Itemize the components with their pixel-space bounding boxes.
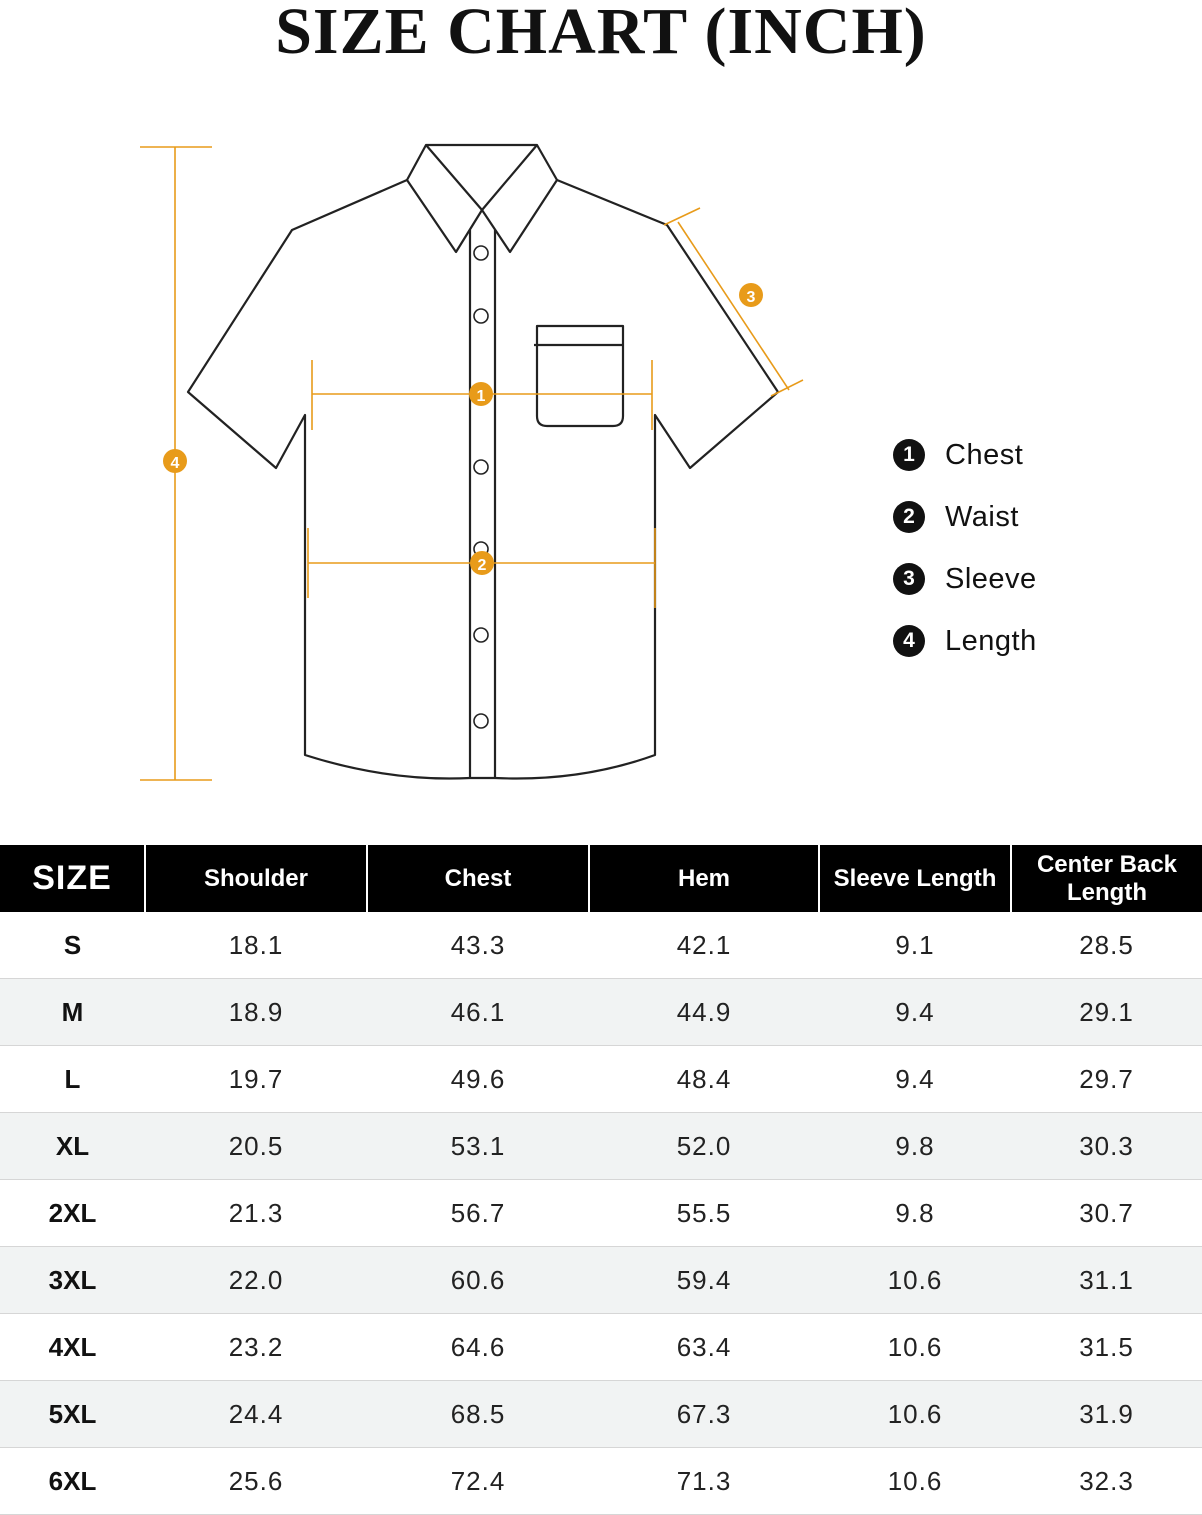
header-center-back-length: Center Back Length bbox=[1010, 845, 1202, 912]
number-3-icon: 3 bbox=[893, 563, 925, 595]
chest-cell: 53.1 bbox=[367, 1112, 589, 1180]
sleeve-length-cell: 10.6 bbox=[819, 1380, 1011, 1448]
table-row: L 19.7 49.6 48.4 9.4 29.7 bbox=[0, 1045, 1202, 1113]
chest-cell: 60.6 bbox=[367, 1246, 589, 1314]
sleeve-length-cell: 9.8 bbox=[819, 1112, 1011, 1180]
marker-3-icon: 3 bbox=[739, 283, 763, 307]
svg-text:3: 3 bbox=[747, 289, 756, 306]
marker-4-icon: 4 bbox=[163, 449, 187, 473]
header-sleeve-length: Sleeve Length bbox=[818, 845, 1011, 912]
shoulder-cell: 22.0 bbox=[145, 1246, 367, 1314]
chest-cell: 72.4 bbox=[367, 1447, 589, 1515]
marker-1-icon: 1 bbox=[469, 382, 493, 406]
center-back-length-cell: 30.3 bbox=[1011, 1112, 1202, 1180]
shoulder-cell: 18.9 bbox=[145, 978, 367, 1046]
chest-cell: 64.6 bbox=[367, 1313, 589, 1381]
size-cell: 6XL bbox=[0, 1447, 145, 1515]
buttons bbox=[473, 245, 489, 729]
table-row: 3XL 22.0 60.6 59.4 10.6 31.1 bbox=[0, 1246, 1202, 1314]
measure-lines bbox=[140, 146, 804, 781]
legend-label: Waist bbox=[945, 500, 1019, 533]
hem-cell: 63.4 bbox=[589, 1313, 819, 1381]
center-back-length-cell: 29.1 bbox=[1011, 978, 1202, 1046]
table-row: 6XL 25.6 72.4 71.3 10.6 32.3 bbox=[0, 1447, 1202, 1515]
chest-cell: 46.1 bbox=[367, 978, 589, 1046]
table-header-row: SIZE Shoulder Chest Hem Sleeve Length Ce… bbox=[0, 845, 1202, 912]
legend-item-length: 4 Length bbox=[893, 610, 1037, 672]
size-table: SIZE Shoulder Chest Hem Sleeve Length Ce… bbox=[0, 845, 1202, 1515]
size-cell: 5XL bbox=[0, 1380, 145, 1448]
hem-cell: 48.4 bbox=[589, 1045, 819, 1113]
hem-cell: 44.9 bbox=[589, 978, 819, 1046]
page-title: SIZE CHART (INCH) bbox=[275, 0, 927, 68]
center-back-length-cell: 29.7 bbox=[1011, 1045, 1202, 1113]
svg-text:1: 1 bbox=[477, 388, 486, 405]
number-4-icon: 4 bbox=[893, 625, 925, 657]
size-cell: M bbox=[0, 978, 145, 1046]
shoulder-cell: 24.4 bbox=[145, 1380, 367, 1448]
size-cell: 2XL bbox=[0, 1179, 145, 1247]
header-size: SIZE bbox=[0, 845, 145, 912]
center-back-length-cell: 32.3 bbox=[1011, 1447, 1202, 1515]
table-row: S 18.1 43.3 42.1 9.1 28.5 bbox=[0, 912, 1202, 979]
size-cell: XL bbox=[0, 1112, 145, 1180]
table-row: 2XL 21.3 56.7 55.5 9.8 30.7 bbox=[0, 1179, 1202, 1247]
chest-cell: 49.6 bbox=[367, 1045, 589, 1113]
legend-label: Chest bbox=[945, 438, 1024, 471]
hem-cell: 52.0 bbox=[589, 1112, 819, 1180]
legend-item-chest: 1 Chest bbox=[893, 424, 1037, 486]
chest-cell: 43.3 bbox=[367, 912, 589, 979]
hem-cell: 42.1 bbox=[589, 912, 819, 979]
shoulder-cell: 18.1 bbox=[145, 912, 367, 979]
hem-cell: 59.4 bbox=[589, 1246, 819, 1314]
sleeve-length-cell: 9.8 bbox=[819, 1179, 1011, 1247]
size-cell: L bbox=[0, 1045, 145, 1113]
measurement-legend: 1 Chest 2 Waist 3 Sleeve 4 Length bbox=[893, 424, 1037, 672]
hem-cell: 67.3 bbox=[589, 1380, 819, 1448]
sleeve-length-cell: 9.1 bbox=[819, 912, 1011, 979]
legend-item-sleeve: 3 Sleeve bbox=[893, 548, 1037, 610]
shirt-outline bbox=[186, 143, 780, 780]
shoulder-cell: 21.3 bbox=[145, 1179, 367, 1247]
svg-text:2: 2 bbox=[478, 557, 487, 574]
center-back-length-cell: 31.1 bbox=[1011, 1246, 1202, 1314]
center-back-length-cell: 31.5 bbox=[1011, 1313, 1202, 1381]
shoulder-cell: 19.7 bbox=[145, 1045, 367, 1113]
legend-label: Length bbox=[945, 624, 1037, 657]
sleeve-length-cell: 10.6 bbox=[819, 1313, 1011, 1381]
svg-text:4: 4 bbox=[171, 455, 180, 472]
table-row: 4XL 23.2 64.6 63.4 10.6 31.5 bbox=[0, 1313, 1202, 1381]
header-shoulder: Shoulder bbox=[144, 845, 367, 912]
header-chest: Chest bbox=[366, 845, 589, 912]
center-back-length-cell: 31.9 bbox=[1011, 1380, 1202, 1448]
header-hem: Hem bbox=[588, 845, 819, 912]
sleeve-length-cell: 10.6 bbox=[819, 1447, 1011, 1515]
shoulder-cell: 25.6 bbox=[145, 1447, 367, 1515]
number-2-icon: 2 bbox=[893, 501, 925, 533]
table-row: M 18.9 46.1 44.9 9.4 29.1 bbox=[0, 978, 1202, 1046]
hem-cell: 55.5 bbox=[589, 1179, 819, 1247]
sleeve-length-cell: 9.4 bbox=[819, 978, 1011, 1046]
chest-cell: 68.5 bbox=[367, 1380, 589, 1448]
center-back-length-cell: 30.7 bbox=[1011, 1179, 1202, 1247]
hem-cell: 71.3 bbox=[589, 1447, 819, 1515]
size-cell: S bbox=[0, 912, 145, 979]
sleeve-length-cell: 9.4 bbox=[819, 1045, 1011, 1113]
sleeve-length-cell: 10.6 bbox=[819, 1246, 1011, 1314]
size-cell: 3XL bbox=[0, 1246, 145, 1314]
shirt-diagram: 1 2 3 4 bbox=[140, 143, 804, 781]
size-cell: 4XL bbox=[0, 1313, 145, 1381]
table-row: XL 20.5 53.1 52.0 9.8 30.3 bbox=[0, 1112, 1202, 1180]
center-back-length-cell: 28.5 bbox=[1011, 912, 1202, 979]
marker-2-icon: 2 bbox=[470, 551, 494, 575]
chest-cell: 56.7 bbox=[367, 1179, 589, 1247]
legend-label: Sleeve bbox=[945, 562, 1037, 595]
legend-item-waist: 2 Waist bbox=[893, 486, 1037, 548]
table-row: 5XL 24.4 68.5 67.3 10.6 31.9 bbox=[0, 1380, 1202, 1448]
shoulder-cell: 20.5 bbox=[145, 1112, 367, 1180]
shoulder-cell: 23.2 bbox=[145, 1313, 367, 1381]
number-1-icon: 1 bbox=[893, 439, 925, 471]
